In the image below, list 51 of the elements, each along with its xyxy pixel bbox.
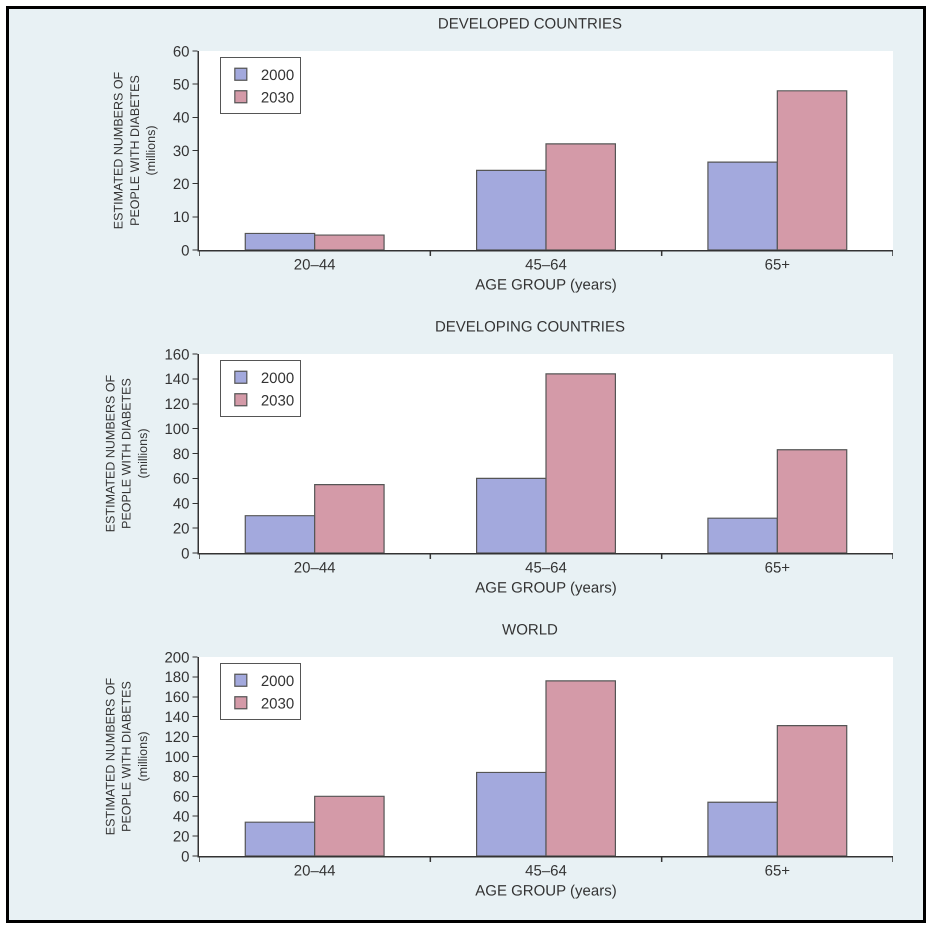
y-tick-label: 0	[181, 545, 190, 562]
y-tick-label: 20	[172, 828, 190, 846]
x-axis-title: AGE GROUP (years)	[475, 579, 617, 596]
y-tick-label: 0	[181, 242, 190, 260]
x-tick-label: 20–44	[294, 560, 336, 576]
y-axis-title: ESTIMATED NUMBERS OF PEOPLE WITH DIABETES (millions)	[103, 677, 150, 836]
y-tick-label: 20	[172, 176, 190, 193]
chart-title: DEVELOPED COUNTRIES	[438, 16, 622, 33]
x-tick-label: 20–44	[294, 256, 336, 274]
x-tick-label: 45–64	[525, 862, 567, 880]
y-tick-label: 40	[172, 808, 190, 826]
y-axis-title: ESTIMATED NUMBERS OF PEOPLE WITH DIABETES (millions)	[112, 71, 158, 230]
y-tick-label: 160	[164, 346, 190, 364]
y-tick-label: 40	[172, 110, 190, 127]
x-tick-label: 45–64	[525, 256, 567, 274]
y-tick-label: 120	[164, 396, 190, 413]
y-tick-label: 60	[172, 470, 190, 488]
y-tick-label: 0	[181, 848, 190, 866]
legend-label: 2030	[260, 392, 294, 410]
y-tick-label: 40	[172, 496, 190, 512]
y-axis-title: ESTIMATED NUMBERS OF PEOPLE WITH DIABETES (millions)	[103, 374, 150, 532]
chart-title: DEVELOPING COUNTRIES	[434, 318, 626, 336]
y-tick-label: 80	[172, 446, 190, 463]
x-tick-label: 45–64	[525, 560, 567, 576]
x-tick-label: 65+	[764, 560, 790, 576]
x-tick-label: 65+	[764, 862, 790, 880]
y-tick-label: 140	[164, 371, 190, 388]
chart-title: WORLD	[502, 622, 558, 639]
x-tick-label: 65+	[764, 256, 790, 274]
y-tick-label: 50	[172, 76, 190, 94]
legend-label: 2030	[260, 696, 294, 713]
y-tick-label: 100	[164, 420, 190, 438]
x-axis-title: AGE GROUP (years)	[475, 882, 617, 900]
y-tick-label: 80	[172, 768, 190, 786]
y-tick-label: 160	[164, 689, 190, 706]
legend-label: 2000	[260, 67, 294, 84]
y-tick-label: 100	[164, 748, 190, 766]
y-tick-label: 60	[172, 788, 190, 806]
legend-label: 2000	[260, 673, 294, 690]
x-tick-label: 20–44	[294, 862, 336, 880]
legend-label: 2000	[260, 370, 294, 388]
x-axis-title: AGE GROUP (years)	[475, 276, 617, 294]
y-tick-label: 140	[164, 708, 190, 726]
y-tick-label: 120	[164, 728, 190, 746]
y-tick-label: 30	[172, 142, 190, 160]
y-tick-label: 180	[164, 669, 190, 686]
legend-label: 2030	[260, 90, 294, 107]
y-tick-label: 200	[164, 649, 190, 666]
y-tick-label: 20	[172, 520, 190, 538]
y-tick-label: 10	[172, 209, 190, 226]
y-tick-label: 60	[172, 43, 190, 60]
